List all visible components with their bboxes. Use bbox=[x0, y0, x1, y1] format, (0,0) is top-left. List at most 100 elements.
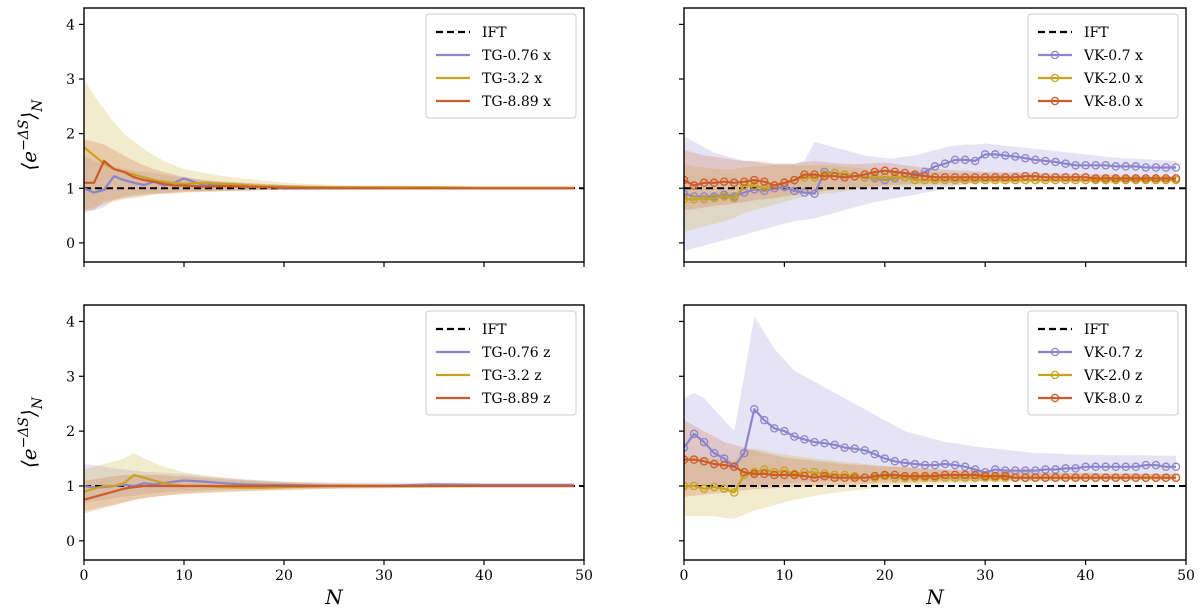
point-vk-x-1-4 bbox=[719, 192, 729, 201]
legend-label-vk-x-0: IFT bbox=[1084, 25, 1109, 41]
point-vk-x-2-17 bbox=[850, 171, 859, 181]
ytick-label-tg-x-1: 1 bbox=[66, 181, 75, 197]
point-vk-x-2-14 bbox=[820, 171, 829, 181]
legend-label-vk-z-2: VK-2.0 z bbox=[1083, 368, 1142, 384]
point-vk-z-0-44 bbox=[1121, 462, 1131, 472]
point-vk-z-1-5 bbox=[729, 488, 739, 497]
point-vk-x-2-47 bbox=[1151, 174, 1161, 183]
point-vk-z-0-43 bbox=[1111, 462, 1120, 472]
band-tg-z-0 bbox=[84, 464, 574, 503]
point-vk-z-0-24 bbox=[920, 460, 930, 470]
point-vk-x-0-32 bbox=[1001, 151, 1010, 160]
point-vk-z-0-37 bbox=[1051, 465, 1060, 474]
legend-vk-z: IFT VK-0.7 z VK-2.0 z VK-8.0 z bbox=[1027, 310, 1179, 416]
point-vk-z-0-22 bbox=[900, 458, 910, 468]
band-vk-z-1 bbox=[684, 448, 1176, 519]
point-vk-x-2-20 bbox=[880, 166, 890, 176]
point-vk-z-0-38 bbox=[1061, 464, 1070, 473]
x-axis-label-tg-z: N bbox=[324, 585, 344, 609]
point-vk-z-0-40 bbox=[1081, 462, 1090, 472]
point-vk-z-0-11 bbox=[790, 432, 799, 441]
point-vk-x-1-21 bbox=[890, 173, 900, 182]
point-vk-x-2-34 bbox=[1021, 171, 1030, 181]
point-vk-z-0-10 bbox=[780, 426, 789, 436]
point-vk-z-2-30 bbox=[980, 471, 990, 481]
point-vk-z-1-4 bbox=[719, 484, 729, 493]
point-vk-x-2-39 bbox=[1071, 173, 1080, 182]
point-vk-x-2-28 bbox=[960, 173, 970, 182]
ytick-label-tg-x-2: 2 bbox=[66, 127, 75, 143]
point-vk-z-2-17 bbox=[850, 473, 859, 482]
legend-label-vk-z-3: VK-8.0 z bbox=[1083, 391, 1142, 407]
point-vk-z-0-14 bbox=[820, 438, 829, 448]
point-vk-z-2-7 bbox=[750, 469, 759, 479]
xtick-label-tg-z-10: 10 bbox=[175, 568, 193, 584]
legend-box-vk-z bbox=[1027, 310, 1179, 416]
point-vk-x-0-39 bbox=[1071, 161, 1080, 170]
point-vk-x-2-3 bbox=[709, 178, 719, 188]
point-vk-z-2-18 bbox=[860, 473, 869, 482]
point-vk-x-2-6 bbox=[739, 177, 749, 186]
point-vk-x-1-7 bbox=[750, 181, 759, 190]
panel-vk-z: 0 10 20 30 40 50 N IFT VK-0.7 z VK-2.0 z VK-8.0 z bbox=[679, 304, 1195, 609]
point-vk-x-2-38 bbox=[1061, 173, 1070, 182]
legend-label-tg-z-3: TG-8.89 z bbox=[482, 391, 551, 407]
point-vk-x-2-48 bbox=[1161, 174, 1171, 183]
point-vk-z-0-45 bbox=[1131, 462, 1141, 472]
point-vk-z-0-20 bbox=[880, 454, 890, 463]
point-vk-z-2-34 bbox=[1021, 473, 1030, 482]
point-vk-x-0-13 bbox=[810, 189, 819, 198]
point-vk-z-2-39 bbox=[1071, 473, 1080, 482]
point-vk-x-2-19 bbox=[870, 167, 880, 177]
point-vk-z-2-19 bbox=[870, 471, 880, 481]
point-vk-z-0-46 bbox=[1141, 460, 1151, 470]
point-vk-z-2-1 bbox=[689, 455, 699, 464]
ytick-label-tg-x-3: 3 bbox=[66, 72, 75, 88]
point-vk-z-2-23 bbox=[910, 471, 920, 481]
series-line-vk-x-0 bbox=[684, 153, 1176, 198]
xtick-label-tg-z-40: 40 bbox=[475, 568, 493, 584]
point-vk-z-0-9 bbox=[770, 424, 779, 433]
point-vk-z-2-9 bbox=[770, 470, 779, 480]
legend-marker-vk-z-3 bbox=[1050, 393, 1060, 403]
point-vk-z-0-2 bbox=[699, 437, 709, 447]
point-vk-x-0-12 bbox=[800, 188, 809, 197]
point-vk-x-2-1 bbox=[689, 181, 699, 190]
point-vk-z-0-21 bbox=[890, 457, 900, 466]
point-vk-x-2-33 bbox=[1011, 173, 1020, 182]
legend-box-vk-x bbox=[1027, 13, 1179, 119]
point-vk-z-2-27 bbox=[950, 470, 960, 480]
legend-label-tg-z-2: TG-3.2 z bbox=[482, 368, 542, 384]
legend-label-tg-x-3: TG-8.89 x bbox=[482, 94, 551, 110]
panel-tg-z: 0 10 20 30 40 50 0 1 2 3 4 N ⟨e−ΔS⟩N IFT TG-0.76 z TG-3… bbox=[16, 304, 593, 609]
point-vk-x-0-46 bbox=[1141, 163, 1151, 172]
point-vk-x-0-47 bbox=[1151, 163, 1161, 172]
point-vk-x-2-13 bbox=[810, 170, 819, 179]
panel-vk-x: IFT VK-0.7 x VK-2.0 x VK-8.0 x bbox=[679, 7, 1187, 267]
point-vk-z-2-48 bbox=[1161, 473, 1171, 482]
point-vk-z-2-46 bbox=[1141, 473, 1151, 482]
point-vk-z-0-6 bbox=[739, 448, 749, 458]
y-axis-label-tg-z: ⟨e−ΔS⟩N bbox=[16, 396, 46, 468]
point-vk-x-1-2 bbox=[699, 194, 709, 204]
ytick-label-tg-z-4: 4 bbox=[66, 314, 75, 330]
point-vk-x-2-21 bbox=[890, 167, 900, 177]
point-vk-x-0-34 bbox=[1021, 153, 1030, 163]
panel-tg-x: 0 1 2 3 4 ⟨e−ΔS⟩N IFT TG-0.76 x TG-3.2 x TG-8.89 … bbox=[16, 7, 585, 267]
point-vk-z-2-2 bbox=[699, 457, 709, 466]
point-vk-x-2-10 bbox=[780, 178, 789, 188]
xtick-label-vk-z-20: 20 bbox=[876, 568, 894, 584]
point-vk-z-0-26 bbox=[940, 459, 950, 469]
series-line-vk-z-0 bbox=[684, 408, 1176, 474]
point-vk-x-2-45 bbox=[1131, 174, 1141, 183]
xtick-label-vk-z-30: 30 bbox=[976, 568, 994, 584]
point-vk-x-2-30 bbox=[980, 173, 990, 182]
band-tg-z-2 bbox=[84, 475, 574, 514]
band-tg-x-2 bbox=[84, 139, 574, 213]
legend-label-tg-x-1: TG-0.76 x bbox=[482, 48, 551, 64]
point-vk-z-0-15 bbox=[830, 440, 839, 450]
legend-tg-z: IFT TG-0.76 z TG-3.2 z TG-8.89 z bbox=[425, 310, 577, 416]
legend-label-tg-x-0: IFT bbox=[482, 25, 507, 41]
point-vk-z-2-47 bbox=[1151, 473, 1161, 482]
